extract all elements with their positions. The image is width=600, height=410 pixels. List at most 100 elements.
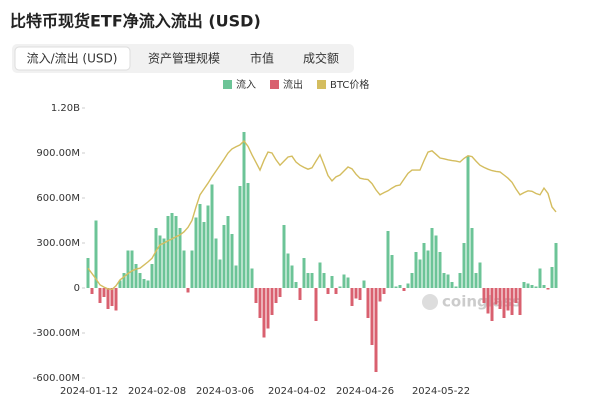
bar xyxy=(362,280,366,288)
legend-label: 流入 xyxy=(236,78,256,91)
bar xyxy=(406,283,410,288)
tab[interactable]: 市值 xyxy=(250,51,274,66)
bar xyxy=(250,268,254,288)
bar xyxy=(330,276,334,288)
bar xyxy=(322,273,326,288)
chart-title: 比特币现货ETF净流入流出 (USD) xyxy=(10,12,261,31)
bar xyxy=(482,288,486,303)
bar xyxy=(270,288,274,315)
bar xyxy=(534,286,538,288)
price-line xyxy=(87,139,557,291)
tab[interactable]: 流入/流出 (USD) xyxy=(27,52,118,66)
bar xyxy=(414,252,418,288)
bar xyxy=(282,225,286,288)
bar xyxy=(354,288,358,299)
bar xyxy=(138,273,142,288)
bar xyxy=(106,288,110,309)
bar xyxy=(150,264,154,288)
bar xyxy=(314,288,318,321)
bar xyxy=(514,288,518,303)
bar xyxy=(522,282,526,288)
bar xyxy=(434,235,438,288)
y-tick-label: 900.00M xyxy=(36,148,80,159)
bar xyxy=(90,288,94,294)
bar xyxy=(538,268,542,288)
bar xyxy=(418,259,422,288)
bar xyxy=(154,228,158,288)
bar xyxy=(98,288,102,303)
bar xyxy=(530,285,534,288)
bar xyxy=(274,288,278,303)
bar xyxy=(398,285,402,288)
bar xyxy=(318,262,322,288)
bar xyxy=(474,273,478,288)
bar xyxy=(226,216,230,288)
bar xyxy=(278,288,282,297)
bar xyxy=(186,288,190,293)
bar xyxy=(94,220,98,288)
y-tick-label: 0 xyxy=(74,283,80,294)
tab-active[interactable] xyxy=(14,46,131,71)
bar xyxy=(266,288,270,329)
bar xyxy=(426,250,430,288)
bar xyxy=(134,264,138,288)
legend-label: 流出 xyxy=(283,78,303,91)
bar xyxy=(346,277,350,288)
y-tick-label: 300.00M xyxy=(36,238,80,249)
y-tick-label: 1.20B xyxy=(51,103,80,114)
bar xyxy=(390,255,394,288)
legend-swatch xyxy=(270,80,279,89)
bar xyxy=(350,288,354,306)
bar xyxy=(110,288,114,306)
bar xyxy=(486,288,490,314)
bar xyxy=(178,228,182,288)
bar xyxy=(222,225,226,288)
x-tick-label: 2024-04-02 xyxy=(268,386,326,397)
bar xyxy=(326,288,330,294)
bar xyxy=(526,283,530,288)
bar xyxy=(438,252,442,288)
bar xyxy=(374,288,378,372)
bar xyxy=(86,258,90,288)
legend-label: BTC价格 xyxy=(330,78,369,91)
bar xyxy=(142,279,146,288)
bar xyxy=(334,288,338,294)
x-tick-label: 2024-05-22 xyxy=(412,386,470,397)
tab[interactable]: 成交额 xyxy=(303,51,339,66)
bar xyxy=(218,259,222,288)
bar xyxy=(430,228,434,288)
bar xyxy=(310,273,314,288)
bar xyxy=(102,288,106,297)
bar xyxy=(246,183,250,288)
bar xyxy=(446,274,450,288)
bar xyxy=(518,288,522,315)
bar xyxy=(126,250,130,288)
bar xyxy=(290,265,294,288)
bar xyxy=(458,273,462,288)
bar xyxy=(118,280,122,288)
bar xyxy=(198,204,202,288)
bar xyxy=(378,288,382,302)
bar xyxy=(462,243,466,288)
bar xyxy=(338,286,342,288)
legend: 流入 流出 BTC价格 xyxy=(223,78,369,91)
x-tick-label: 2024-03-06 xyxy=(196,386,254,397)
bar xyxy=(342,274,346,288)
bar xyxy=(254,288,258,303)
bar xyxy=(542,285,546,288)
bar xyxy=(410,273,414,288)
bar xyxy=(146,280,150,288)
bar xyxy=(294,282,298,288)
bar xyxy=(262,288,266,338)
bar xyxy=(122,273,126,288)
legend-swatch xyxy=(223,80,232,89)
bar xyxy=(190,250,194,288)
bar xyxy=(546,288,550,290)
bar xyxy=(194,217,198,288)
tab[interactable]: 资产管理规模 xyxy=(148,51,220,66)
bar xyxy=(234,265,238,288)
x-tick-label: 2024-04-26 xyxy=(336,386,394,397)
bar xyxy=(382,288,386,294)
bar xyxy=(358,288,362,300)
